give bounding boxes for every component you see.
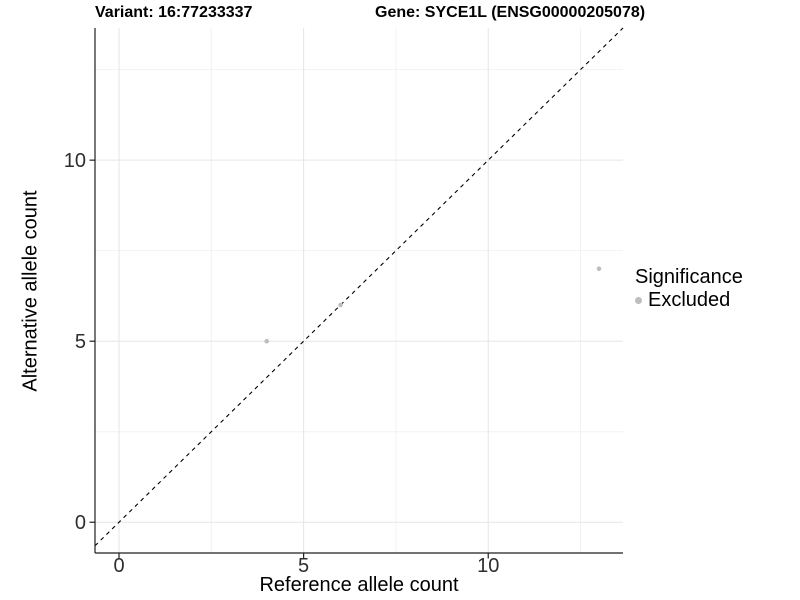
legend: Significance Excluded <box>635 266 743 312</box>
data-point <box>596 266 602 272</box>
data-point <box>264 338 269 344</box>
x-axis-title: Reference allele count <box>259 574 459 596</box>
y-axis-title: Alternative allele count <box>19 190 42 392</box>
x-tick-label: 10 <box>477 555 499 577</box>
legend-item-label: Excluded <box>648 289 731 311</box>
gene-title: Gene: SYCE1L (ENSG00000205078) <box>375 4 646 21</box>
variant-title: Variant: 16:77233337 <box>95 4 253 21</box>
x-tick-label: 0 <box>113 555 124 577</box>
legend-key-dot-icon <box>635 297 642 304</box>
data-point <box>338 302 343 308</box>
legend-title: Significance <box>635 266 743 288</box>
legend-item-excluded: Excluded <box>635 289 743 312</box>
x-tick-label: 5 <box>298 555 309 577</box>
identity-reference-line <box>94 27 624 547</box>
y-tick-label: 5 <box>75 331 86 353</box>
y-tick-label: 0 <box>75 512 86 534</box>
y-tick-label: 10 <box>64 150 86 172</box>
